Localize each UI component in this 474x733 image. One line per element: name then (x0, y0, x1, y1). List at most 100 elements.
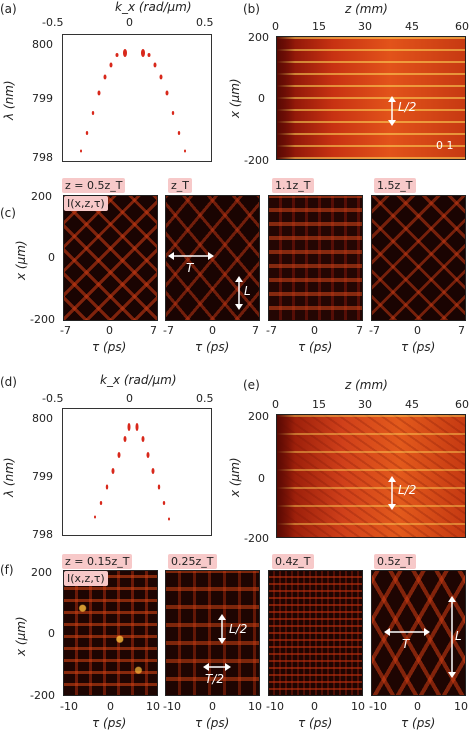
f4-bottom-axis-label: τ (ps) (401, 716, 436, 730)
c-intensity-tag: I(x,z,τ) (64, 196, 108, 211)
c-tag-2: z_T (168, 178, 192, 193)
e-left-tick-2: 0 (258, 472, 265, 485)
f-left-tick-2: 0 (48, 627, 55, 640)
f-period-arrow (384, 628, 430, 636)
c-map-1 (63, 195, 158, 321)
panel-label-e: (e) (243, 378, 260, 392)
f-map-3 (268, 570, 363, 696)
f-tag-2: 0.25z_T (168, 554, 217, 569)
c-period-label: T (186, 261, 194, 275)
c2-bottom-tick-2: 0 (209, 324, 216, 337)
c4-bottom-tick-3: 7 (458, 324, 465, 337)
f-left-axis-label: x (μm) (14, 616, 28, 656)
f3-bottom-tick-1: -10 (266, 700, 284, 713)
d-dispersion-points (94, 423, 170, 521)
d-top-axis-label: k_x (rad/μm) (100, 373, 177, 387)
b-half-period-arrow (388, 96, 396, 126)
f2-bottom-tick-1: -10 (163, 700, 181, 713)
c3-bottom-axis-label: τ (ps) (298, 340, 333, 354)
panel-label-c: (c) (0, 206, 16, 220)
f1-bottom-tick-1: -10 (60, 700, 78, 713)
c-tag-3: 1.1z_T (272, 178, 314, 193)
e-left-tick-3: -200 (244, 532, 269, 545)
f-intensity-tag: I(x,z,τ) (64, 571, 108, 586)
f-lattice-label: L (455, 629, 462, 643)
e-top-axis-label: z (mm) (345, 378, 388, 392)
f-half-lattice-arrow (218, 614, 226, 644)
f3-bottom-axis-label: τ (ps) (298, 716, 333, 730)
f4-bottom-tick-2: 0 (414, 700, 421, 713)
f1-bottom-tick-2: 0 (107, 700, 114, 713)
f-map-2 (165, 570, 260, 696)
c-lattice-arrow (235, 276, 243, 310)
a-dispersion-plot (62, 34, 212, 162)
a-top-axis-label: k_x (rad/μm) (115, 0, 192, 14)
f-map-1 (63, 570, 158, 696)
f2-bottom-axis-label: τ (ps) (195, 716, 230, 730)
c-left-tick-1: 200 (31, 190, 52, 203)
e-propagation-map (276, 414, 466, 538)
panel-label-d: (d) (0, 375, 17, 389)
a-left-tick-1: 800 (32, 38, 53, 51)
f3-bottom-tick-2: 0 (311, 700, 318, 713)
d-left-tick-2: 799 (32, 470, 53, 483)
a-top-tick-2: 0 (126, 16, 133, 29)
d-left-axis-label: λ (nm) (2, 457, 16, 497)
e-top-tick-5: 60 (455, 398, 469, 411)
f4-bottom-tick-1: -10 (369, 700, 387, 713)
b-left-tick-3: -200 (244, 154, 269, 167)
b-colorbar-label: 0 1 (436, 139, 454, 152)
b-left-axis-label: x (μm) (228, 78, 242, 118)
b-top-tick-1: 0 (272, 20, 279, 33)
f-left-tick-1: 200 (31, 566, 52, 579)
f-tag-1: z = 0.15z_T (62, 554, 133, 569)
a-left-axis-label: λ (nm) (2, 80, 16, 120)
e-half-period-label: L/2 (398, 483, 417, 497)
a-left-tick-2: 799 (32, 92, 53, 105)
f2-bottom-tick-2: 0 (209, 700, 216, 713)
d-left-tick-1: 800 (32, 412, 53, 425)
a-top-tick-1: -0.5 (42, 16, 64, 29)
c-map-2 (165, 195, 260, 321)
c-left-tick-3: -200 (30, 313, 55, 326)
c-period-arrow (168, 252, 214, 260)
c-tag-4: 1.5z_T (374, 178, 416, 193)
c-map-3 (268, 195, 363, 321)
c1-bottom-tick-3: 7 (150, 324, 157, 337)
c-lattice-label: L (244, 284, 251, 298)
c3-bottom-tick-3: 7 (356, 324, 363, 337)
f-period-label: T (402, 637, 410, 651)
d-left-tick-3: 798 (32, 528, 53, 541)
c1-bottom-tick-1: -7 (60, 324, 71, 337)
c4-bottom-tick-1: -7 (369, 324, 380, 337)
c2-bottom-tick-3: 7 (252, 324, 259, 337)
f-half-period-label: T/2 (205, 672, 225, 686)
a-dispersion-points (80, 49, 186, 153)
f3-bottom-tick-3: 10 (351, 700, 365, 713)
d-top-tick-2: 0 (126, 392, 133, 405)
d-top-tick-3: 0.5 (196, 392, 214, 405)
e-top-tick-3: 30 (358, 398, 372, 411)
c2-bottom-axis-label: τ (ps) (195, 340, 230, 354)
b-top-tick-4: 45 (405, 20, 419, 33)
f1-bottom-axis-label: τ (ps) (92, 716, 127, 730)
b-top-tick-3: 30 (358, 20, 372, 33)
d-dispersion-plot (62, 408, 212, 536)
b-top-axis-label: z (mm) (345, 2, 388, 16)
c4-bottom-axis-label: τ (ps) (401, 340, 436, 354)
panel-label-f: (f) (0, 563, 14, 577)
f-tag-3: 0.4z_T (272, 554, 314, 569)
f-half-period-arrow (203, 663, 231, 671)
f-tag-4: 0.5z_T (374, 554, 416, 569)
b-left-tick-2: 0 (258, 92, 265, 105)
e-lattice-edge-shadow (277, 415, 295, 537)
f2-bottom-tick-3: 10 (248, 700, 262, 713)
f-left-tick-3: -200 (30, 689, 55, 702)
b-propagation-map (276, 36, 466, 160)
f4-bottom-tick-3: 10 (454, 700, 468, 713)
a-left-tick-3: 798 (32, 151, 53, 164)
c1-bottom-tick-2: 0 (106, 324, 113, 337)
e-half-period-arrow (388, 476, 396, 510)
b-lattice-edge-shadow (277, 37, 295, 159)
a-top-tick-3: 0.5 (196, 16, 214, 29)
